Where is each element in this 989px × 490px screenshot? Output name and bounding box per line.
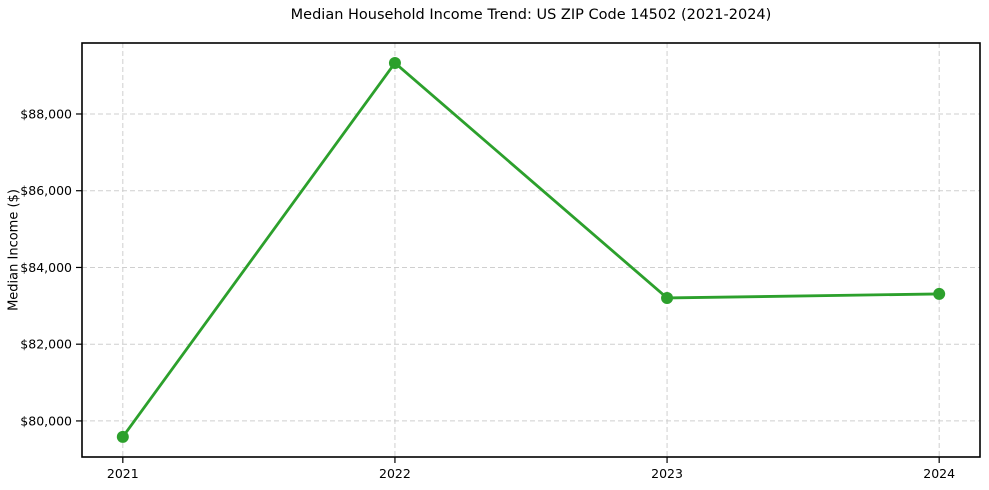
- income-trend-line: [121, 61, 941, 439]
- data-point-marker: [116, 430, 129, 443]
- y-tick-label: $80,000: [20, 413, 72, 428]
- x-tick-label: 2023: [651, 466, 683, 481]
- data-point-marker: [661, 291, 674, 304]
- plot-border: [81, 42, 981, 458]
- x-tick-label: 2024: [923, 466, 955, 481]
- y-tick-label: $82,000: [20, 337, 72, 352]
- x-tick-label: 2021: [107, 466, 139, 481]
- y-tick-label: $88,000: [20, 106, 72, 121]
- y-tick-label: $84,000: [20, 260, 72, 275]
- x-tick-label: 2022: [379, 466, 411, 481]
- y-axis-label: Median Income ($): [6, 189, 22, 311]
- data-point-marker: [933, 287, 946, 300]
- chart-title: Median Household Income Trend: US ZIP Co…: [290, 7, 772, 23]
- y-tick-label: $86,000: [20, 183, 72, 198]
- data-point-marker: [388, 56, 401, 69]
